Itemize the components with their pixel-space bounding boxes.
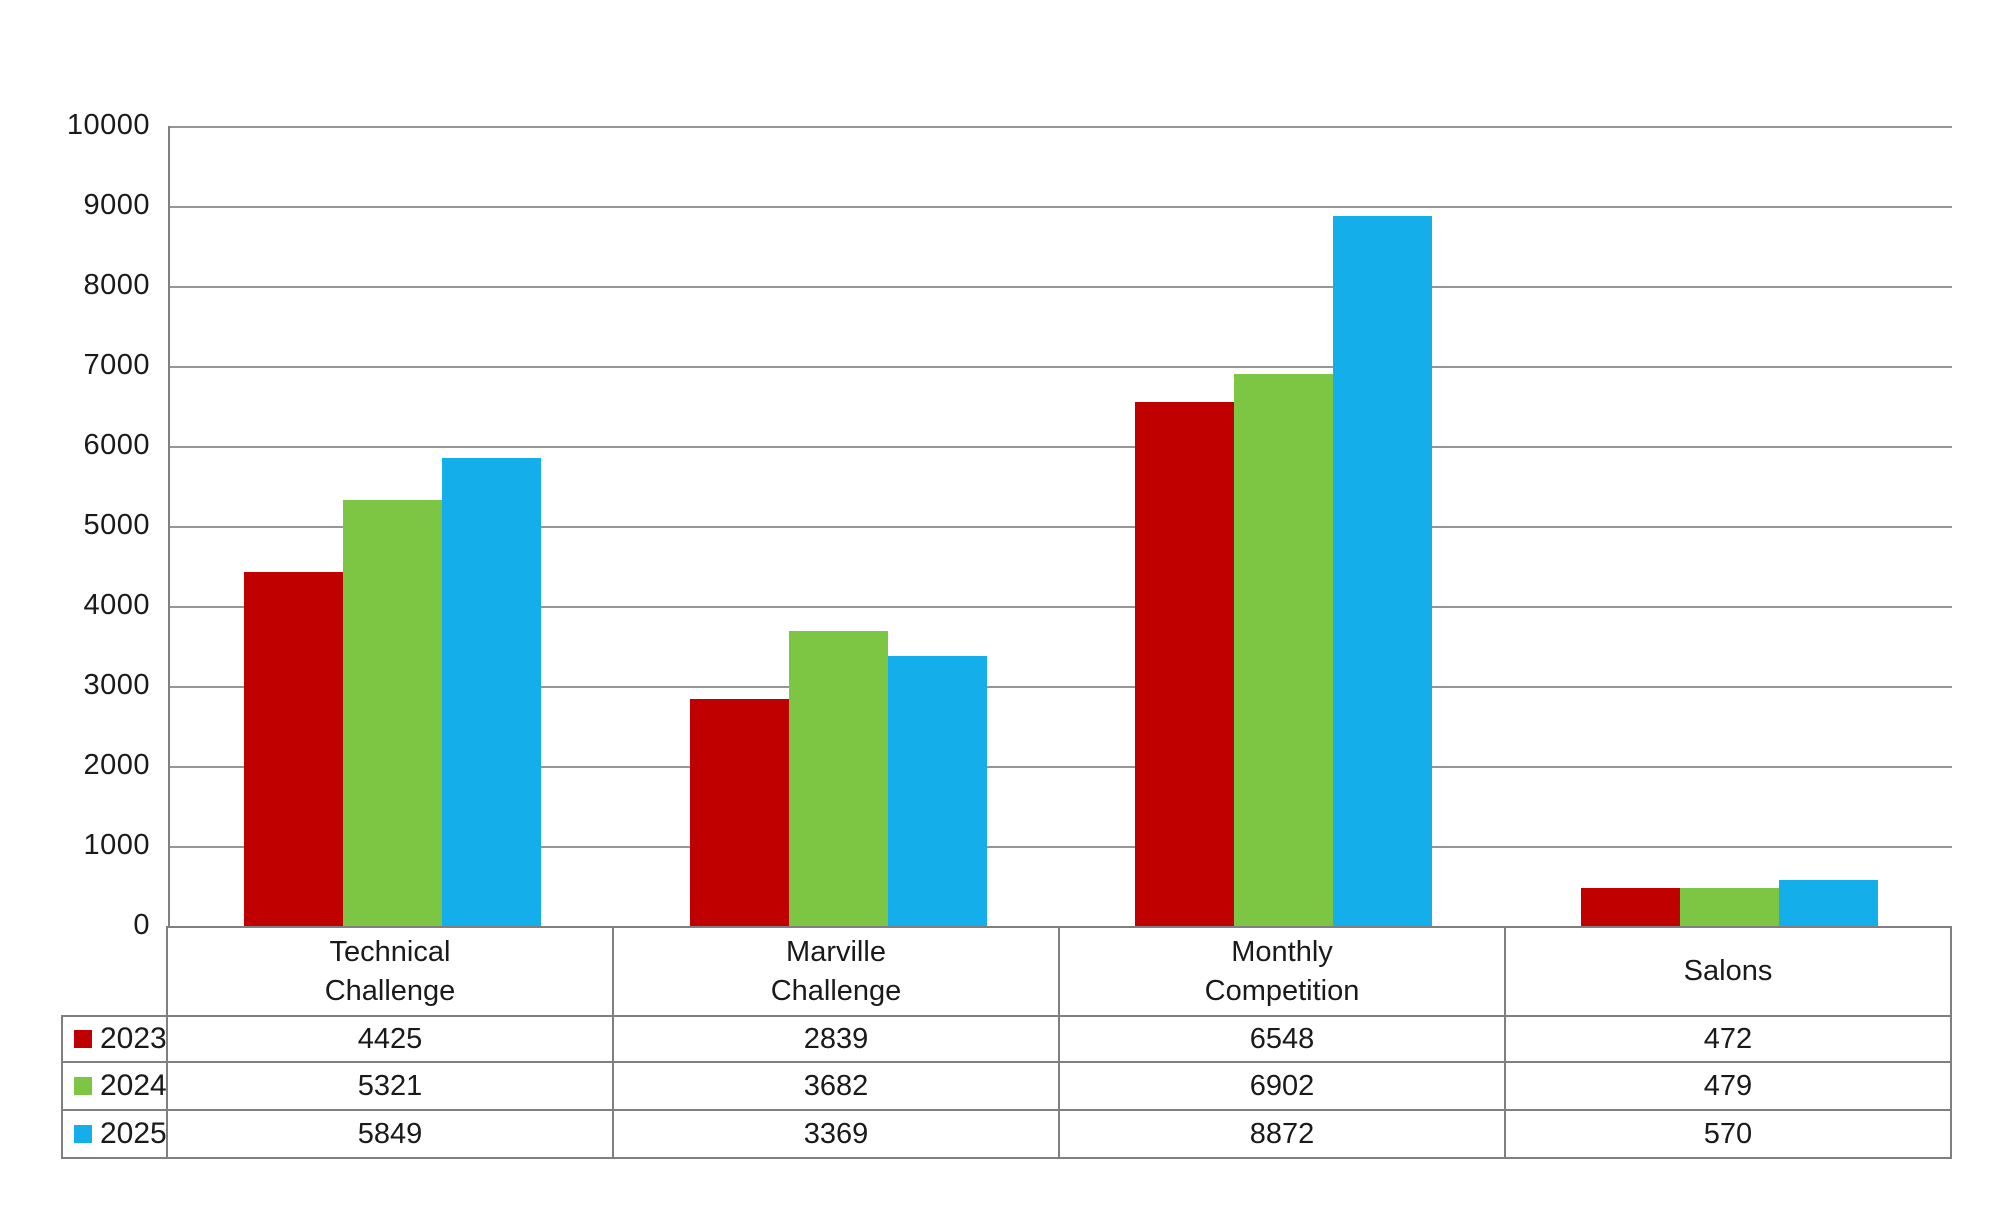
table-header-row: Technical Challenge Marville Challenge Month…: [61, 926, 1952, 1015]
table-header-stub: [61, 926, 168, 1015]
bar-group-0: [170, 126, 616, 926]
bar-2025-category-1: [887, 656, 987, 926]
bar-2024-category-0: [343, 500, 443, 926]
legend-key-2024: 2024: [61, 1063, 168, 1111]
bar-2023-category-2: [1135, 402, 1235, 926]
gridline: [170, 446, 1952, 448]
category-label-line: Monthly: [1231, 935, 1333, 968]
table-value-2023-category-2: 6548: [1060, 1015, 1506, 1063]
category-label-line: Challenge: [770, 974, 902, 1007]
legend-swatch-icon: [74, 1030, 92, 1048]
category-label-0: Technical Challenge: [168, 926, 614, 1015]
bar-group-3: [1507, 126, 1953, 926]
gridline: [170, 526, 1952, 528]
legend-swatch-icon: [74, 1125, 92, 1143]
gridline: [170, 206, 1952, 208]
bar-2024-category-3: [1679, 887, 1779, 926]
y-tick-label-9000: 9000: [83, 188, 150, 221]
table-row-2024: 2024 5321 3682 6902 479: [61, 1063, 1952, 1111]
category-label-line: Challenge: [324, 974, 456, 1007]
bar-2023-category-0: [244, 572, 344, 926]
y-tick-label-0: 0: [133, 908, 150, 941]
y-tick-label-8000: 8000: [83, 268, 150, 301]
y-tick-label-4000: 4000: [83, 588, 150, 621]
bar-2024-category-1: [788, 631, 888, 926]
legend-series-label: 2024: [100, 1069, 167, 1102]
bar-2025-category-0: [442, 458, 542, 926]
y-tick-label-3000: 3000: [83, 668, 150, 701]
gridline: [170, 606, 1952, 608]
y-tick-label-2000: 2000: [83, 748, 150, 781]
bar-group-2: [1061, 126, 1507, 926]
table-value-2024-category-2: 6902: [1060, 1063, 1506, 1111]
plot-area: [168, 126, 1952, 926]
category-label-line: Salons: [1683, 955, 1773, 987]
bar-2025-category-2: [1333, 216, 1433, 926]
table-row-2023: 2023 4425 2839 6548 472: [61, 1015, 1952, 1063]
y-tick-label-6000: 6000: [83, 428, 150, 461]
category-label-line: Competition: [1204, 974, 1360, 1007]
gridline: [170, 766, 1952, 768]
category-label-3: Salons: [1506, 926, 1952, 1015]
table-row-2025: 2025 5849 3369 8872 570: [61, 1111, 1952, 1159]
table-value-2025-category-1: 3369: [614, 1111, 1060, 1159]
category-label-line: Marville: [786, 935, 886, 968]
bar-2023-category-3: [1580, 888, 1680, 926]
gridline: [170, 126, 1952, 128]
y-tick-label-10000: 10000: [66, 108, 150, 141]
table-value-2023-category-1: 2839: [614, 1015, 1060, 1063]
legend-key-2025: 2025: [61, 1111, 168, 1159]
table-value-2025-category-3: 570: [1506, 1111, 1952, 1159]
gridline: [170, 286, 1952, 288]
bar-2024-category-2: [1234, 373, 1334, 926]
table-value-2023-category-0: 4425: [168, 1015, 614, 1063]
category-label-1: Marville Challenge: [614, 926, 1060, 1015]
table-value-2025-category-0: 5849: [168, 1111, 614, 1159]
legend-swatch-icon: [74, 1077, 92, 1095]
legend-series-label: 2025: [100, 1117, 167, 1150]
bar-series-container: [170, 126, 1952, 926]
bar-group-1: [616, 126, 1062, 926]
bar-2025-category-3: [1778, 880, 1878, 926]
y-tick-label-5000: 5000: [83, 508, 150, 541]
table-value-2025-category-2: 8872: [1060, 1111, 1506, 1159]
y-tick-label-7000: 7000: [83, 348, 150, 381]
data-table: Technical Challenge Marville Challenge Month…: [61, 926, 1952, 1159]
table-value-2023-category-3: 472: [1506, 1015, 1952, 1063]
category-label-2: Monthly Competition: [1060, 926, 1506, 1015]
gridline: [170, 686, 1952, 688]
gridline: [170, 846, 1952, 848]
bar-2023-category-1: [689, 698, 789, 926]
y-tick-label-1000: 1000: [83, 828, 150, 861]
table-value-2024-category-3: 479: [1506, 1063, 1952, 1111]
legend-series-label: 2023: [100, 1022, 167, 1055]
gridline: [170, 366, 1952, 368]
table-value-2024-category-0: 5321: [168, 1063, 614, 1111]
category-label-line: Technical: [329, 935, 451, 968]
legend-key-2023: 2023: [61, 1015, 168, 1063]
table-value-2024-category-1: 3682: [614, 1063, 1060, 1111]
